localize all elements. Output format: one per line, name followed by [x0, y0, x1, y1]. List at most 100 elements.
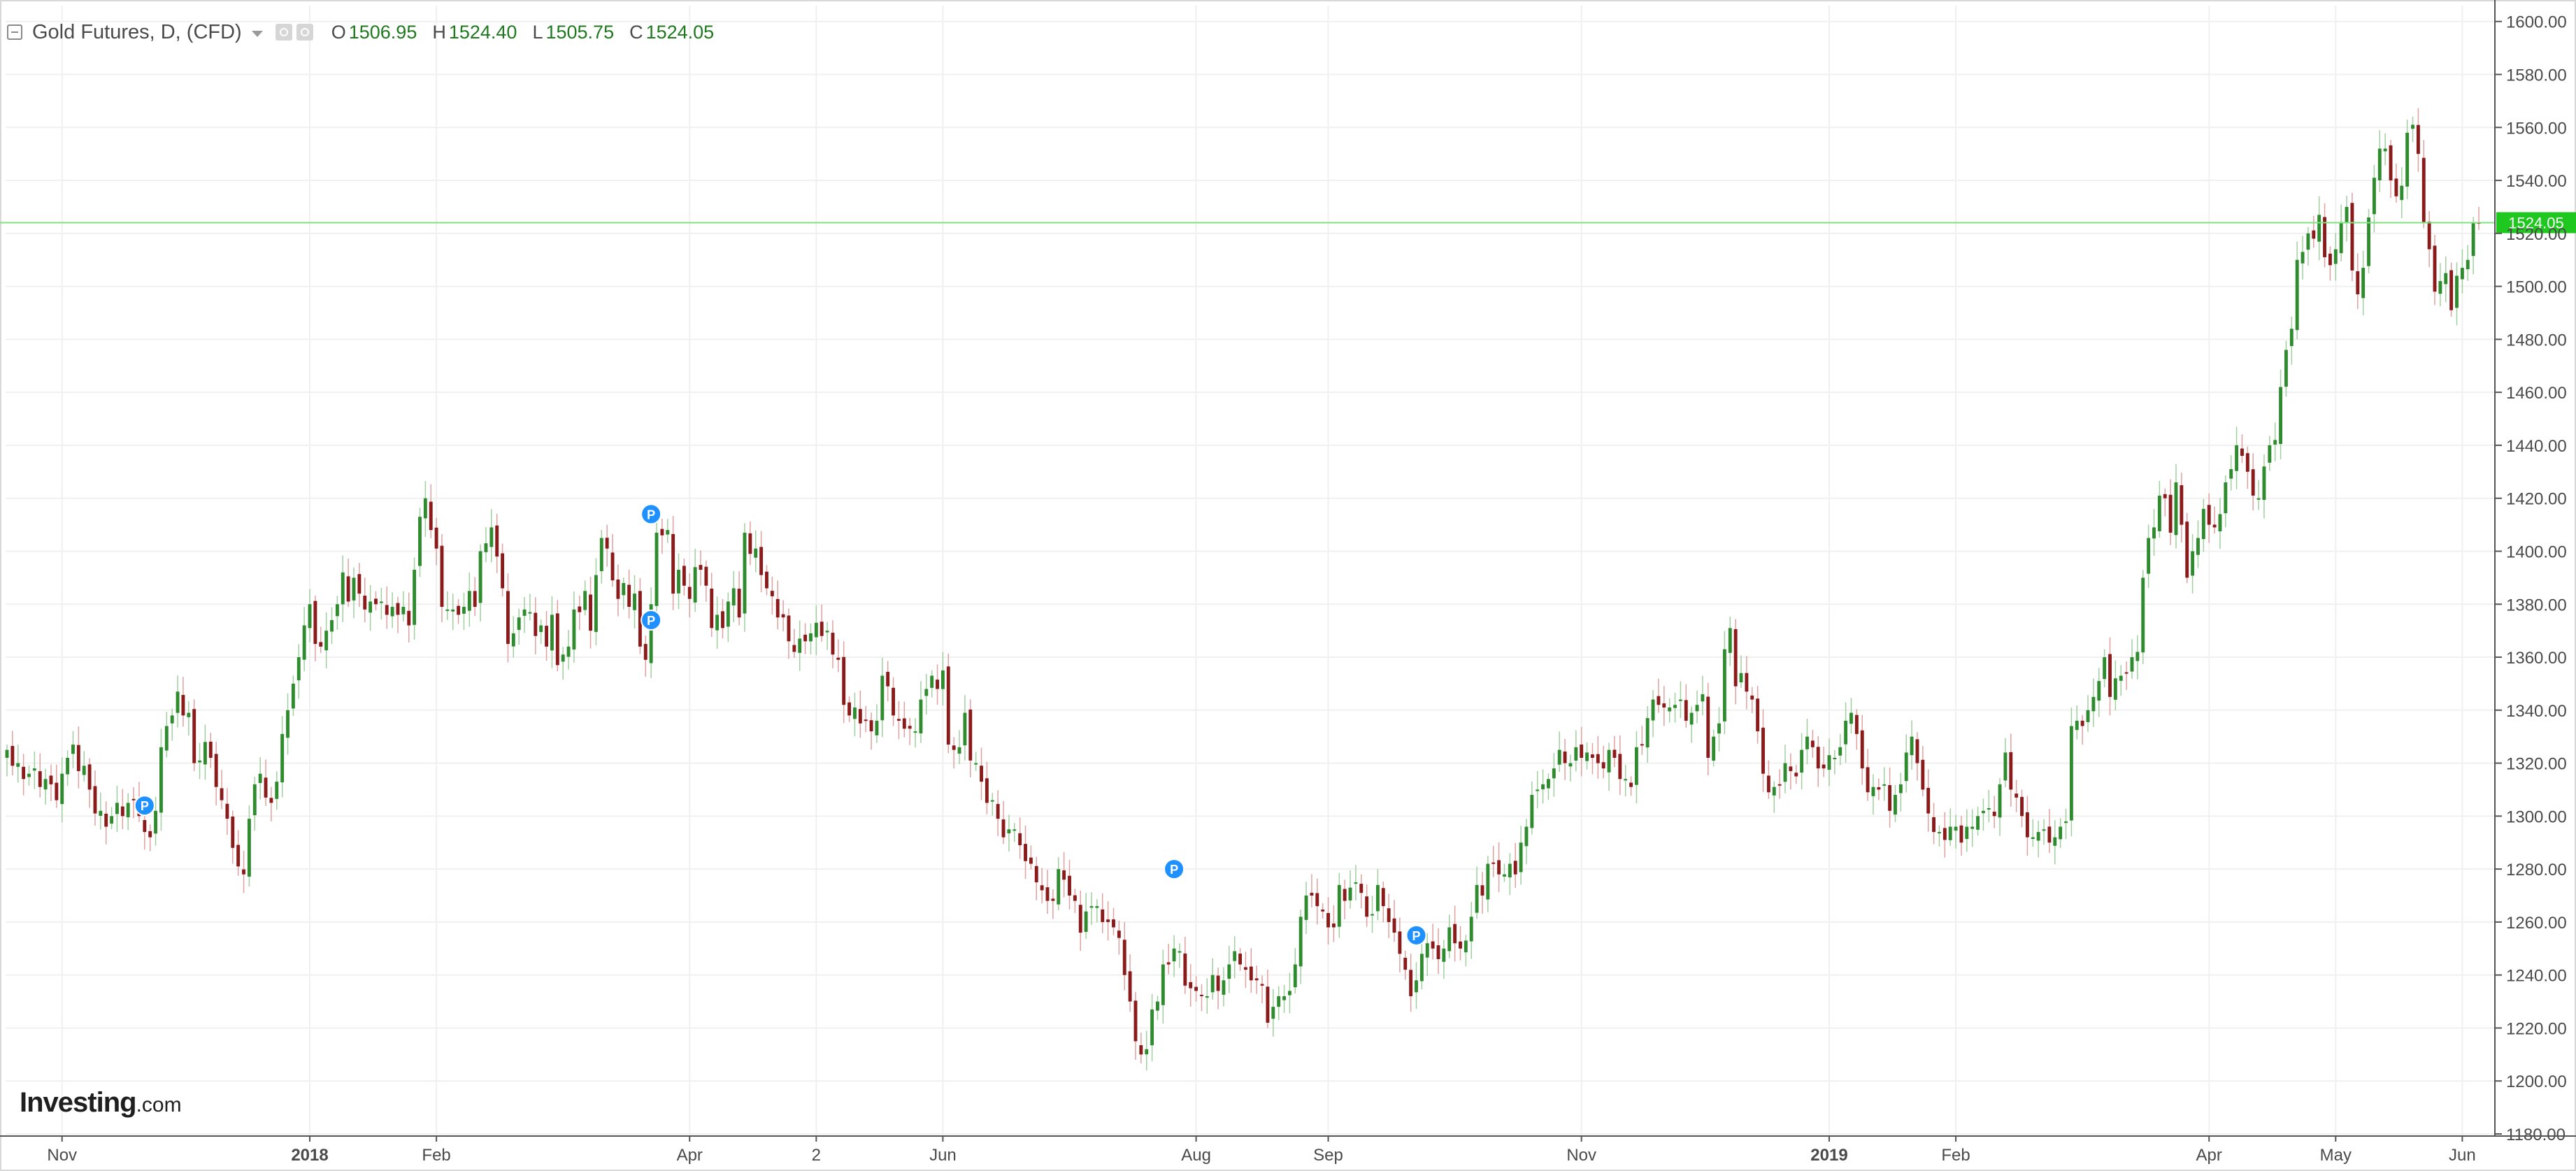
candle-up [418, 517, 422, 566]
settings-icon[interactable] [296, 24, 313, 41]
candle-up [302, 625, 306, 660]
price-tick-label: 1500.00 [2506, 278, 2567, 297]
candle-down [429, 501, 433, 531]
candle-up [1568, 763, 1573, 767]
candle-up [1717, 723, 1721, 734]
candle-down [2124, 672, 2128, 674]
candle-down [1365, 896, 1369, 917]
candle-down [1243, 967, 1247, 970]
candle-up [1415, 980, 1418, 993]
candle-down [803, 634, 808, 642]
candle-down [2163, 494, 2167, 498]
candle-up [99, 810, 103, 816]
candle-up [2289, 329, 2294, 346]
candle-up [2059, 826, 2063, 840]
candle-up [110, 816, 114, 824]
candle-up [2003, 752, 2008, 781]
candle-down [1877, 786, 1881, 790]
event-marker[interactable]: P [1405, 924, 1427, 946]
event-marker[interactable]: P [134, 795, 155, 817]
candle-down [2449, 270, 2454, 310]
candle-up [1904, 752, 1908, 782]
candle-up [2130, 657, 2134, 672]
candle-down [892, 687, 896, 716]
candle-up [2119, 675, 2123, 681]
candle-down [2433, 245, 2437, 292]
candle-up [1419, 954, 1424, 982]
candle-down [434, 527, 438, 549]
candle-up [2086, 710, 2090, 722]
candle-down [1321, 910, 1325, 912]
event-marker-dot [641, 503, 662, 525]
event-marker[interactable]: P [641, 609, 662, 631]
candle-up [1998, 784, 2002, 818]
time-tick-label: Jun [929, 1146, 957, 1165]
event-marker[interactable]: P [1164, 859, 1185, 880]
chart-header: Gold Futures, D, (CFD) O 1506.95 H 1524.40… [7, 15, 729, 49]
candle-down [759, 547, 764, 575]
price-tick-label: 1420.00 [2506, 490, 2567, 509]
time-tick-label: Aug [1181, 1146, 1211, 1165]
candle-up [924, 689, 929, 696]
candle-down [2047, 826, 2052, 843]
candle-down [1068, 875, 1071, 896]
time-axis[interactable]: Nov 2018 Feb Apr 2 Jun Aug Sep Nov 2019 Feb Apr May J… [0, 1135, 2576, 1165]
candle-up [2377, 148, 2382, 180]
candle-down [1992, 812, 1996, 817]
price-axis[interactable]: 1180.00 1200.00 1220.00 1240.00 1260.00 1280.… [2494, 0, 2567, 1144]
candle-up [1161, 964, 1165, 1005]
candle-up [1371, 914, 1374, 916]
event-marker-dot [641, 609, 662, 631]
candle-up [875, 720, 879, 735]
collapse-icon[interactable] [7, 24, 22, 40]
candle-up [963, 712, 967, 746]
candle-down [1403, 957, 1408, 970]
candle-down [2207, 505, 2211, 525]
candle-down [1601, 762, 1605, 769]
candle-down [1034, 865, 1038, 883]
candle-up [2284, 350, 2288, 387]
candle-down [1260, 984, 1264, 986]
candle-up [2196, 538, 2200, 555]
candle-up [43, 779, 48, 790]
candle-down [1024, 844, 1027, 861]
candle-up [1970, 826, 1975, 829]
candle-down [699, 565, 703, 570]
candle-up [2333, 249, 2338, 264]
candle-up [2471, 222, 2475, 257]
candle-down [1756, 698, 1760, 732]
candle-down [936, 680, 939, 689]
candle-down [792, 645, 796, 652]
candle-up [2268, 445, 2272, 463]
candle-down [1513, 861, 1517, 875]
event-marker[interactable]: P [641, 503, 662, 525]
price-tick-label: 1380.00 [2506, 596, 2567, 615]
candle-up [1156, 1001, 1159, 1011]
candle-up [126, 803, 130, 818]
candle-down [1684, 700, 1688, 721]
candle-up [1530, 795, 1534, 828]
candle-up [2339, 222, 2343, 254]
candle-down [1183, 953, 1187, 986]
candle-down [192, 709, 196, 763]
candle-up [1354, 882, 1358, 884]
candle-up [1348, 887, 1352, 900]
candle-up [2147, 538, 2151, 574]
chevron-down-icon[interactable] [251, 30, 263, 37]
candle-down [847, 702, 852, 716]
candle-down [1112, 919, 1115, 928]
candle-up [1624, 779, 1628, 781]
candle-up [1673, 705, 1677, 708]
candle-down [616, 580, 620, 599]
price-tick-label: 1460.00 [2506, 384, 2567, 403]
candle-up [1089, 906, 1094, 908]
candle-down [357, 574, 362, 594]
candle-down [869, 720, 873, 732]
candle-down [2356, 271, 2360, 294]
candle-up [1007, 829, 1011, 833]
visibility-icon[interactable] [275, 24, 292, 41]
candle-up [1524, 826, 1529, 847]
candle-down [1139, 1045, 1143, 1055]
